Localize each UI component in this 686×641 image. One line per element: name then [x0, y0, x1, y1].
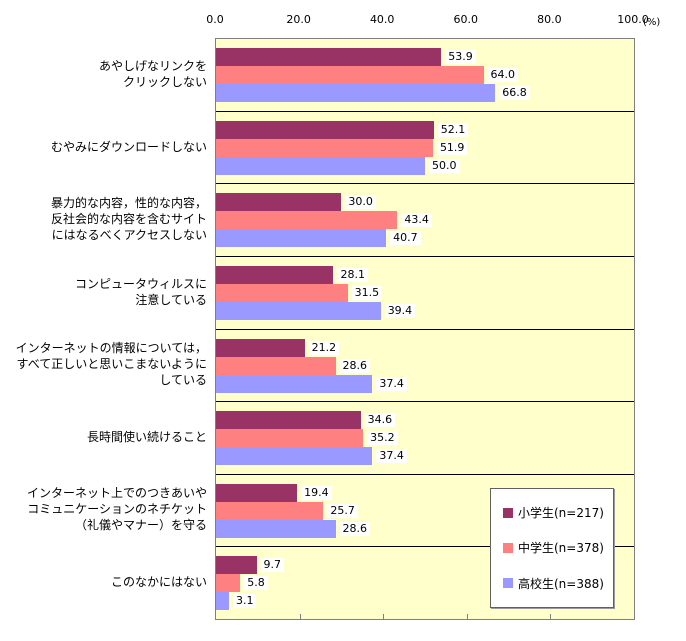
bar [216, 301, 381, 320]
bar [216, 66, 484, 84]
value-label: 64.0 [487, 68, 519, 82]
value-label: 37.4 [376, 376, 407, 391]
bar [216, 265, 334, 284]
category-axis-labels: あやしげなリンクを クリックしないむやみにダウンロードしない暴力的な内容，性的な… [0, 38, 215, 618]
value-label: 30.0 [345, 195, 376, 210]
value-label: 25.7 [327, 503, 358, 518]
value-label: 66.8 [499, 86, 530, 100]
value-label: 21.2 [308, 340, 340, 355]
bar [216, 156, 425, 175]
axis-tick-label: 40.0 [369, 13, 395, 26]
bar [216, 429, 364, 448]
value-label: 37.4 [376, 449, 407, 464]
bar [216, 283, 348, 302]
category-label: 長時間使い続けること [86, 429, 207, 444]
bar [216, 338, 305, 357]
value-label: 28.6 [339, 358, 371, 373]
legend-item: 高校生(n=388) [503, 575, 609, 592]
category-group: 53.9 64.0 66.8 [216, 39, 634, 112]
legend: 小学生(n=217) 中学生(n=378) 高校生(n=388) [490, 488, 614, 608]
value-label: 3.1 [232, 594, 257, 609]
value-axis: (%) 0.0 20.0 40.0 60.0 80.0 100.0 [206, 10, 660, 32]
category-label: インターネット上でのつきあいや コミュニケーションのネチケット （礼儀やマナー）… [26, 486, 207, 533]
bottom-tick-mark [466, 614, 468, 619]
bar [216, 193, 342, 212]
bar [216, 138, 433, 157]
legend-label: 小学生(n=217) [518, 506, 604, 521]
category-label: インターネットの情報については， すべて正しいと思いこまないように している [15, 341, 207, 388]
category-label: このなかにはない [110, 574, 207, 589]
value-label: 19.4 [301, 485, 332, 500]
category-label: 暴力的な内容，性的な内容， 反社会的な内容を含むサイト にはなるべくアクセスしな… [50, 196, 207, 243]
category-label: コンピュータウィルスに 注意している [74, 276, 207, 307]
bar [216, 211, 398, 230]
legend-swatch-icon [503, 578, 513, 589]
bar [216, 374, 373, 393]
value-label: 31.5 [351, 285, 383, 300]
legend-swatch-icon [503, 542, 513, 553]
bar [216, 483, 298, 502]
category-group: 34.6 35.2 37.4 [216, 402, 634, 475]
category-group: 30.0 43.4 40.7 [216, 184, 634, 257]
value-label: 5.8 [244, 576, 268, 591]
legend-item: 小学生(n=217) [503, 504, 609, 521]
legend-item: 中学生(n=378) [503, 539, 609, 556]
bar [216, 411, 361, 430]
bar [216, 556, 257, 575]
legend-label: 中学生(n=378) [518, 541, 604, 556]
value-label: 35.2 [367, 431, 398, 446]
value-label: 40.7 [390, 231, 421, 246]
legend-swatch-icon [503, 507, 513, 518]
bar [216, 519, 336, 538]
category-group: 9.7 5.8 3.1 [216, 547, 634, 619]
category-group: 28.1 31.5 39.4 [216, 257, 634, 330]
bar [216, 501, 324, 520]
bottom-tick-mark [383, 614, 385, 619]
value-label: 34.6 [364, 413, 396, 428]
value-label: 39.4 [384, 303, 416, 318]
axis-tick-label: 0.0 [206, 13, 224, 26]
bottom-tick-mark [550, 614, 552, 619]
axis-unit-label: (%) [643, 17, 661, 28]
value-label: 51.9 [436, 140, 468, 155]
legend-label: 高校生(n=388) [518, 576, 604, 591]
bar [216, 48, 442, 66]
value-label: 53.9 [445, 50, 476, 64]
category-group: 21.2 28.6 37.4 [216, 330, 634, 403]
bar [216, 120, 434, 139]
axis-tick-label: 80.0 [537, 13, 562, 26]
bottom-tick-mark [299, 614, 301, 619]
bar [216, 229, 387, 248]
value-label: 9.7 [260, 558, 285, 573]
bar [216, 447, 373, 466]
bar [216, 356, 336, 375]
value-label: 50.0 [429, 158, 460, 173]
axis-tick-label: 20.0 [286, 13, 311, 26]
axis-tick-label: 100.0 [617, 13, 649, 26]
bar [216, 574, 241, 593]
value-label: 28.1 [337, 267, 368, 282]
value-label: 43.4 [401, 213, 432, 228]
value-label: 28.6 [339, 521, 371, 536]
category-group: 19.4 25.7 28.6 [216, 475, 634, 548]
value-label: 52.1 [437, 122, 469, 137]
bar [216, 84, 496, 102]
bar [216, 592, 229, 611]
category-label: あやしげなリンクを クリックしない [98, 59, 207, 90]
axis-tick-label: 60.0 [453, 13, 479, 26]
category-group: 52.1 51.9 50.0 [216, 112, 634, 185]
category-label: むやみにダウンロードしない [50, 139, 207, 154]
